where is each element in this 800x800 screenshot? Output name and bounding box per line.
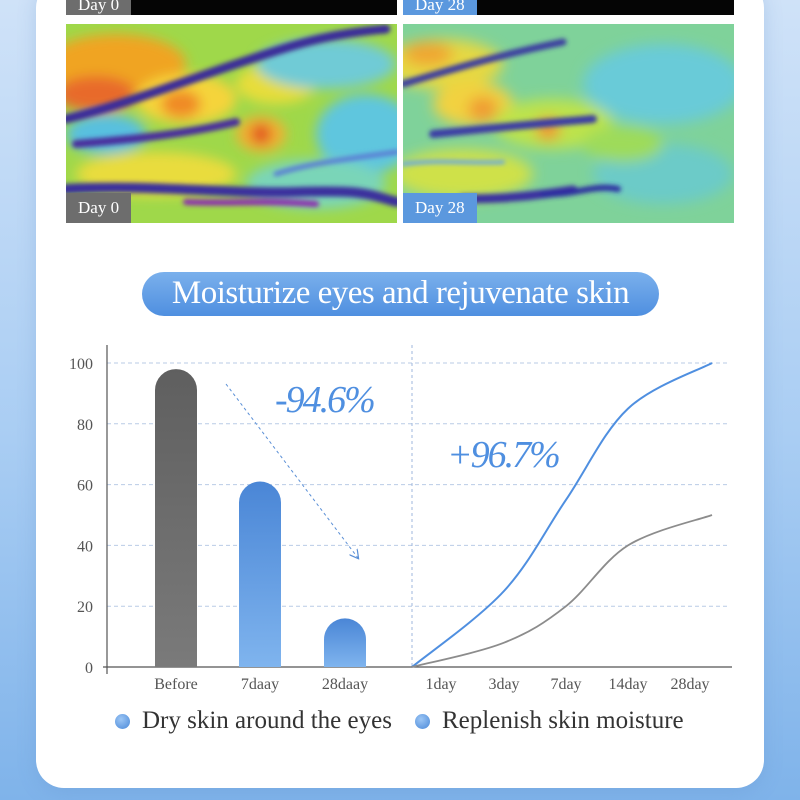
y-tick-label: 20 xyxy=(77,599,93,616)
bar xyxy=(155,369,197,667)
y-tick-label: 0 xyxy=(85,660,93,677)
day-label-right: Day 28 xyxy=(403,193,477,223)
bar xyxy=(239,481,281,667)
thermal-image-day28: Day 28 xyxy=(403,24,734,223)
day-label-left: Day 0 xyxy=(66,193,132,223)
x-tick-label: 3day xyxy=(488,676,519,693)
legend-label: Dry skin around the eyes xyxy=(142,707,392,734)
y-tick-label: 80 xyxy=(77,417,93,434)
legend-label: Replenish skin moisture xyxy=(442,707,684,734)
legend-dot-icon xyxy=(115,713,130,729)
line-series-gray xyxy=(411,514,713,668)
trend-arrow xyxy=(225,383,358,558)
day-label-top-right: Day 28 xyxy=(403,0,477,15)
top-image-right-strip: Day 28 xyxy=(403,0,734,15)
x-tick-label: Before xyxy=(154,676,198,693)
x-tick-label: 7day xyxy=(550,676,581,693)
x-tick-label: 1day xyxy=(425,676,456,693)
bar xyxy=(324,618,366,667)
section-title: Moisturize eyes and rejuvenate skin xyxy=(142,272,659,316)
x-tick-label: 14day xyxy=(608,676,647,693)
x-tick-label: 28day xyxy=(670,676,709,693)
legend-dot-icon xyxy=(415,713,430,729)
chart-legend: Dry skin around the eyes Replenish skin … xyxy=(115,707,735,741)
thermal-image-day0: Day 0 xyxy=(66,24,397,223)
legend-item-moisture: Replenish skin moisture xyxy=(415,707,684,735)
top-image-left-strip: Day 0 xyxy=(66,0,397,15)
y-tick-label: 100 xyxy=(69,356,93,373)
legend-item-dry-skin: Dry skin around the eyes xyxy=(115,707,392,735)
line-series-blue xyxy=(411,362,713,668)
y-tick-label: 40 xyxy=(77,538,93,555)
decrease-annotation: -94.6% xyxy=(275,379,374,421)
x-tick-label: 28daay xyxy=(322,676,368,693)
x-tick-label: 7daay xyxy=(241,676,279,693)
y-tick-label: 60 xyxy=(77,478,93,495)
increase-annotation: +96.7% xyxy=(447,434,559,476)
day-label-top-left: Day 0 xyxy=(66,0,132,15)
